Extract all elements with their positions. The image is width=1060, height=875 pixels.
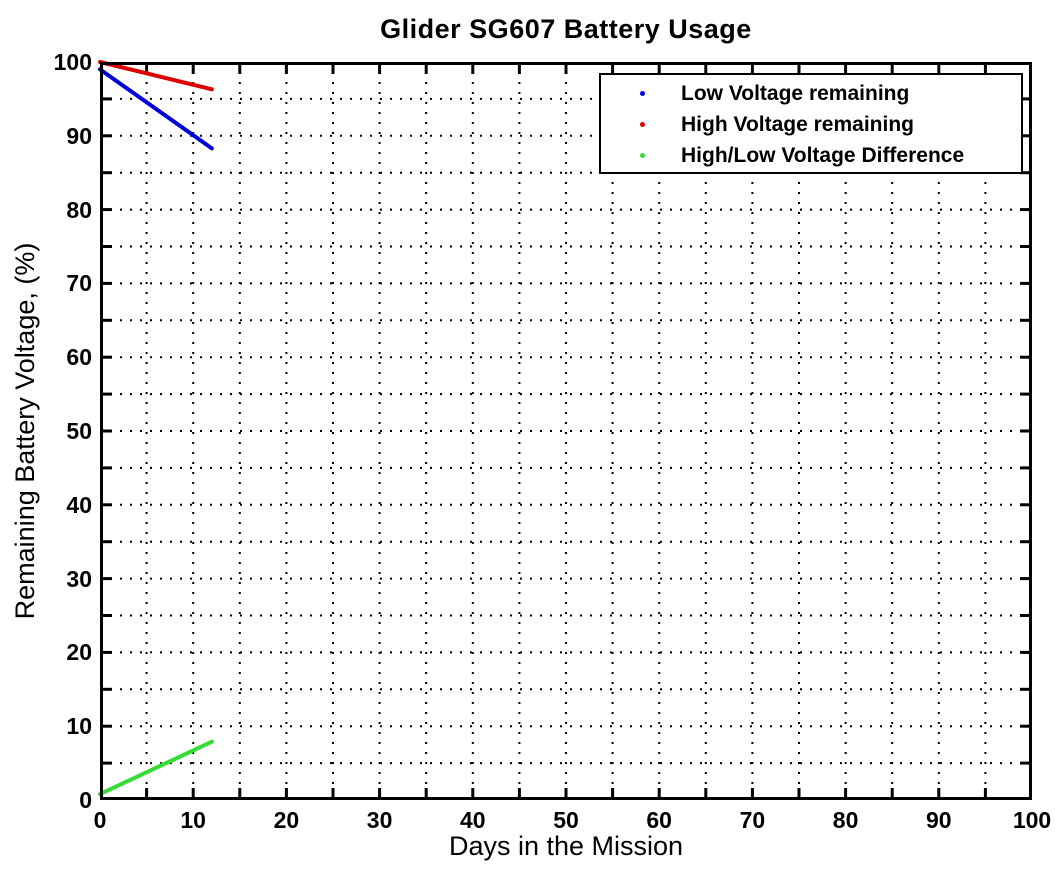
x-tick-label: 0 [93,807,107,833]
x-tick-label: 40 [460,807,486,833]
chart-title: Glider SG607 Battery Usage [380,14,752,44]
y-tick-label: 90 [66,122,92,149]
axes-frame [100,62,1032,800]
legend-item-label: High/Low Voltage Difference [681,143,965,167]
series-line-2 [98,739,214,797]
x-tick-label: 30 [366,807,393,833]
x-tick-label: 10 [180,807,206,833]
legend-item-label: Low Voltage remaining [681,81,910,105]
y-tick-label: 40 [66,491,92,518]
y-tick-label: 70 [66,270,92,297]
y-tick-label: 20 [66,639,92,666]
x-tick-label: 50 [553,807,579,833]
y-tick-label: 0 [79,787,92,813]
x-tick-label: 100 [1012,807,1052,833]
legend-item-label: High Voltage remaining [681,112,914,136]
y-tick-label: 60 [66,344,92,371]
plot-area [98,60,1032,800]
x-tick-label: 80 [832,807,859,833]
legend-item: Low Voltage remaining [601,78,1021,109]
x-tick-label: 60 [646,807,672,833]
y-tick-label: 10 [66,713,92,740]
x-tick-label: 20 [273,807,300,833]
x-axis-label: Days in the Mission [448,831,684,861]
y-tick-label: 50 [66,418,92,444]
legend-item: High/Low Voltage Difference [601,140,1021,171]
series-line-1 [98,60,214,92]
x-tick-label: 70 [739,807,766,833]
legend-item: High Voltage remaining [601,109,1021,140]
plot-canvas [98,60,1032,800]
legend-marker-dot [640,153,645,158]
y-tick-label: 30 [66,565,92,592]
x-tick-label: 90 [926,807,952,833]
y-tick-label: 80 [66,196,92,223]
legend-marker-dot [640,122,645,127]
series-line-0 [98,67,214,151]
legend: Low Voltage remaining High Voltage remain… [599,73,1023,174]
legend-marker-dot [640,91,645,96]
y-tick-label: 100 [53,49,92,75]
